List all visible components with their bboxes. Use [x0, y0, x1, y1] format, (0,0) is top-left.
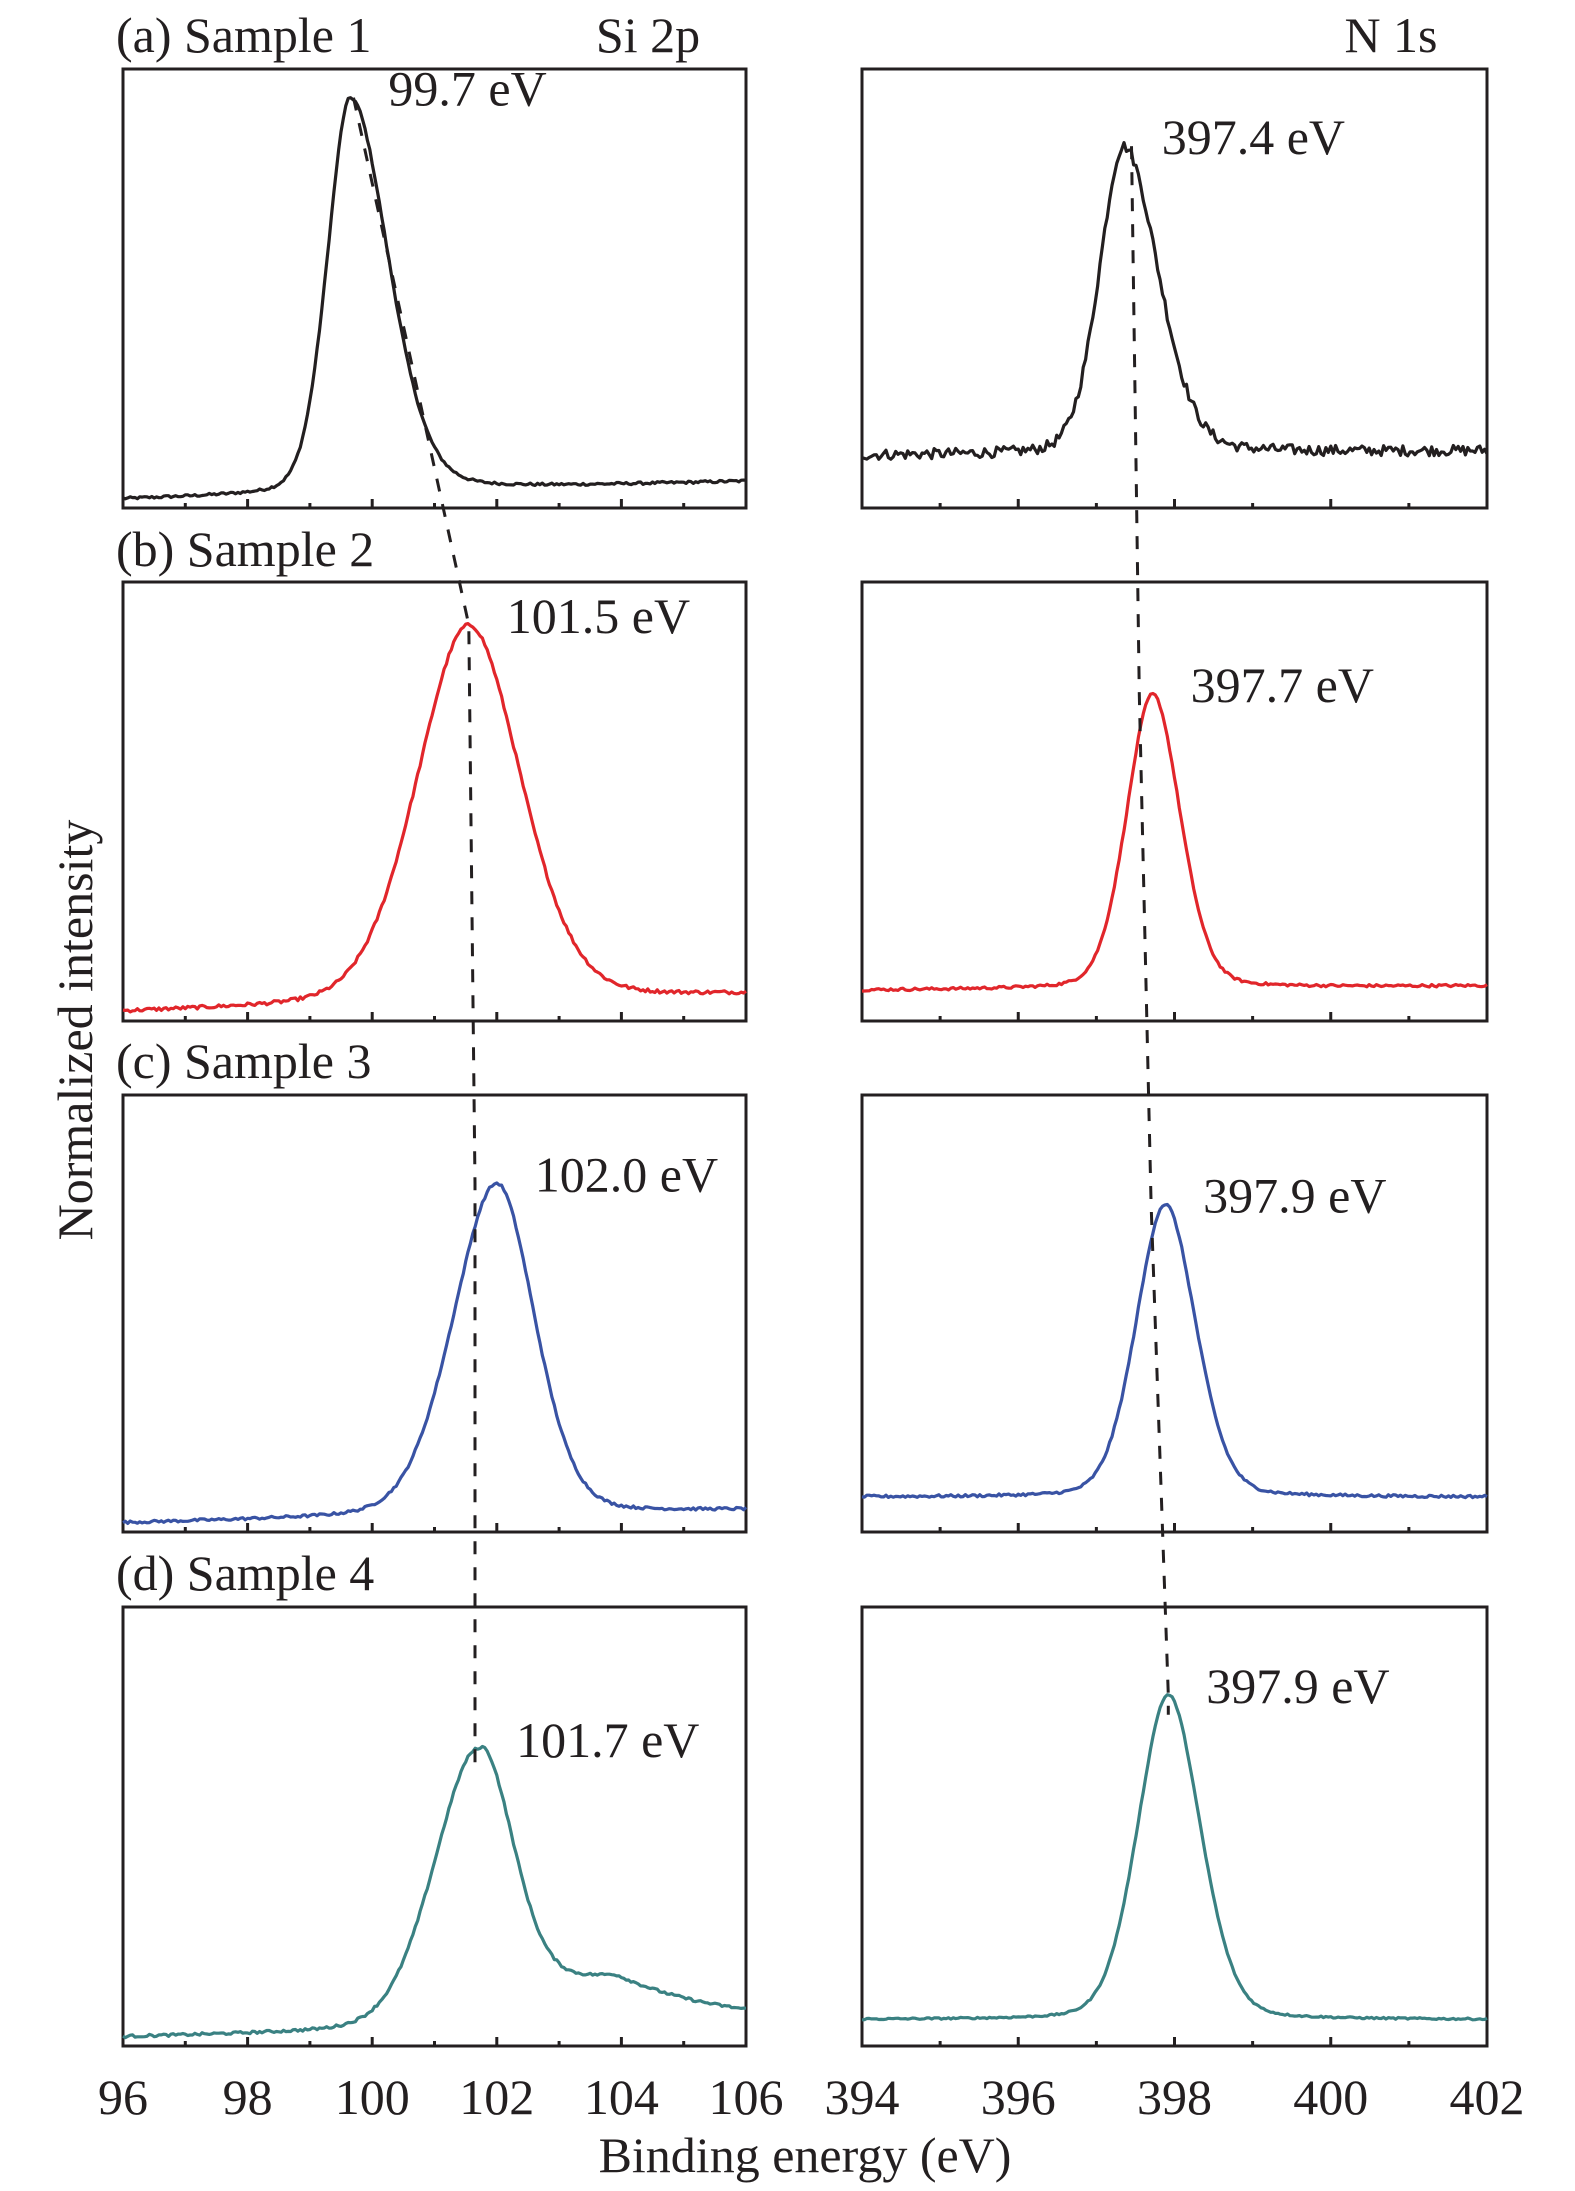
sample-label-b: (b) Sample 2 — [116, 521, 374, 577]
x-tick-label-si2p: 96 — [98, 2069, 148, 2125]
panel-n1s-c — [860, 1093, 1489, 1534]
guide-lines-group — [352, 97, 1170, 1769]
panel-si2p-c — [121, 1093, 748, 1534]
peak-label-si2p-b: 101.5 eV — [507, 588, 690, 644]
sample-label-d: (d) Sample 4 — [116, 1545, 374, 1601]
peak-label-n1s-d: 397.9 eV — [1206, 1658, 1389, 1714]
spectrum-line-n1s-a — [861, 141, 1489, 461]
panel-frame — [121, 580, 748, 1023]
panel-si2p-d — [121, 1605, 748, 2048]
panel-n1s-a — [860, 67, 1489, 510]
sample-label-a: (a) Sample 1 — [116, 7, 371, 63]
x-tick-label-si2p: 106 — [709, 2069, 784, 2125]
x-tick-label-n1s: 402 — [1450, 2069, 1525, 2125]
x-axis-label: Binding energy (eV) — [599, 2127, 1012, 2183]
spectrum-line-si2p-c — [122, 1181, 748, 1526]
spectrum-line-n1s-d — [861, 1693, 1488, 2022]
spectrum-line-n1s-c — [861, 1202, 1488, 1500]
x-tick-label-si2p: 98 — [223, 2069, 273, 2125]
peak-shift-guide-n1s — [1130, 146, 1170, 1715]
x-tick-label-si2p: 102 — [459, 2069, 534, 2125]
peak-label-n1s-a: 397.4 eV — [1162, 109, 1345, 165]
peak-label-si2p-a: 99.7 eV — [388, 61, 546, 117]
peak-shift-guide-si2p — [352, 97, 477, 1769]
peak-label-n1s-b: 397.7 eV — [1191, 657, 1374, 713]
panels-group — [121, 67, 1489, 2048]
x-tick-label-n1s: 398 — [1137, 2069, 1212, 2125]
spectrum-line-si2p-a — [122, 96, 747, 501]
sample-label-c: (c) Sample 3 — [116, 1033, 371, 1089]
y-axis-label: Normalized intensity — [47, 820, 103, 1241]
panel-n1s-d — [860, 1605, 1489, 2048]
spectrum-line-n1s-b — [861, 691, 1488, 993]
panel-frame — [860, 580, 1489, 1023]
x-tick-label-n1s: 394 — [825, 2069, 900, 2125]
peak-label-n1s-c: 397.9 eV — [1203, 1167, 1386, 1223]
x-tick-label-n1s: 396 — [981, 2069, 1056, 2125]
panel-frame — [121, 1605, 748, 2048]
panel-frame — [860, 1605, 1489, 2048]
panel-si2p-b — [121, 580, 748, 1023]
spectrum-line-si2p-b — [122, 621, 747, 1014]
column-title-si2p: Si 2p — [596, 7, 700, 63]
panel-frame — [860, 1093, 1489, 1534]
x-tick-label-si2p: 104 — [584, 2069, 659, 2125]
x-tick-label-n1s: 400 — [1293, 2069, 1368, 2125]
spectrum-line-si2p-d — [122, 1744, 747, 2040]
x-tick-label-si2p: 100 — [335, 2069, 410, 2125]
panel-si2p-a — [121, 67, 748, 510]
panel-frame — [121, 67, 748, 510]
peak-label-si2p-d: 101.7 eV — [516, 1712, 699, 1768]
peak-label-si2p-c: 102.0 eV — [535, 1146, 718, 1202]
column-title-n1s: N 1s — [1344, 7, 1437, 63]
panel-n1s-b — [860, 580, 1489, 1023]
labels-group: Si 2p N 1s (a) Sample 1 (b) Sample 2 (c)… — [47, 7, 1525, 2183]
